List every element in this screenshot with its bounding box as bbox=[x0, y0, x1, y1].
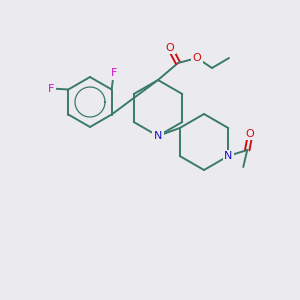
Text: N: N bbox=[154, 131, 162, 141]
Text: O: O bbox=[166, 43, 174, 53]
Text: O: O bbox=[246, 129, 255, 139]
Text: F: F bbox=[110, 68, 117, 79]
Text: O: O bbox=[193, 53, 201, 63]
Text: N: N bbox=[224, 151, 232, 161]
Text: F: F bbox=[48, 83, 55, 94]
